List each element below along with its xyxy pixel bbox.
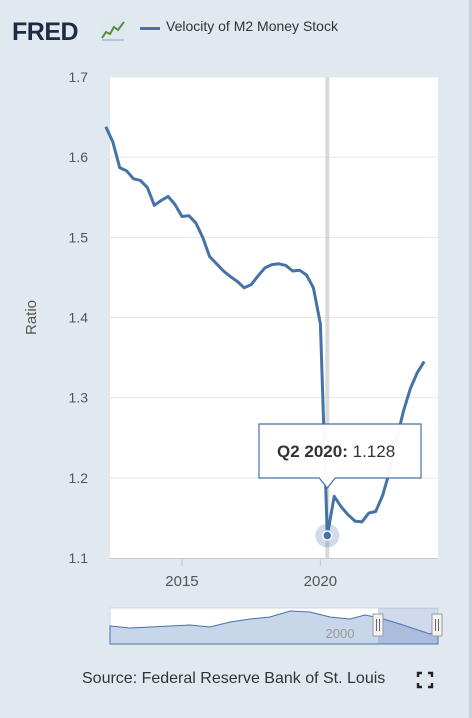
navigator-year-label: 2000 [326, 626, 355, 641]
fred-logo[interactable]: FRED [12, 18, 79, 46]
x-tick-label: 2015 [165, 573, 198, 590]
y-tick-label: 1.7 [69, 69, 89, 85]
legend-label: Velocity of M2 Money Stock [166, 18, 338, 34]
y-tick-label: 1.5 [69, 229, 89, 245]
navigator-selection [378, 608, 438, 644]
source-caption: Source: Federal Reserve Bank of St. Loui… [82, 670, 386, 687]
series-line-velocity-m2 [104, 126, 426, 538]
y-axis-label: Ratio [23, 300, 40, 335]
line-chart-icon [100, 18, 126, 42]
navigator-handle-right[interactable] [431, 613, 443, 637]
x-tick-label: 2020 [304, 573, 337, 590]
tooltip: Q2 2020: 1.128 [258, 423, 422, 489]
fullscreen-icon[interactable] [416, 671, 434, 689]
y-tick-label: 1.3 [69, 390, 89, 406]
y-tick-label: 1.1 [69, 550, 89, 566]
y-tick-label: 1.2 [69, 470, 89, 486]
tooltip-period: Q2 2020: [277, 442, 353, 461]
y-tick-label: 1.6 [69, 149, 89, 165]
navigator-handle-left[interactable] [372, 613, 384, 637]
chart-header: FRED Velocity of M2 Money Stock [12, 12, 452, 46]
highlight-point [322, 530, 333, 541]
y-tick-label: 1.4 [69, 310, 89, 326]
tooltip-text: Q2 2020: 1.128 [277, 442, 395, 461]
legend-swatch [140, 27, 160, 30]
crosshair [325, 77, 330, 558]
tooltip-value: 1.128 [353, 442, 396, 461]
